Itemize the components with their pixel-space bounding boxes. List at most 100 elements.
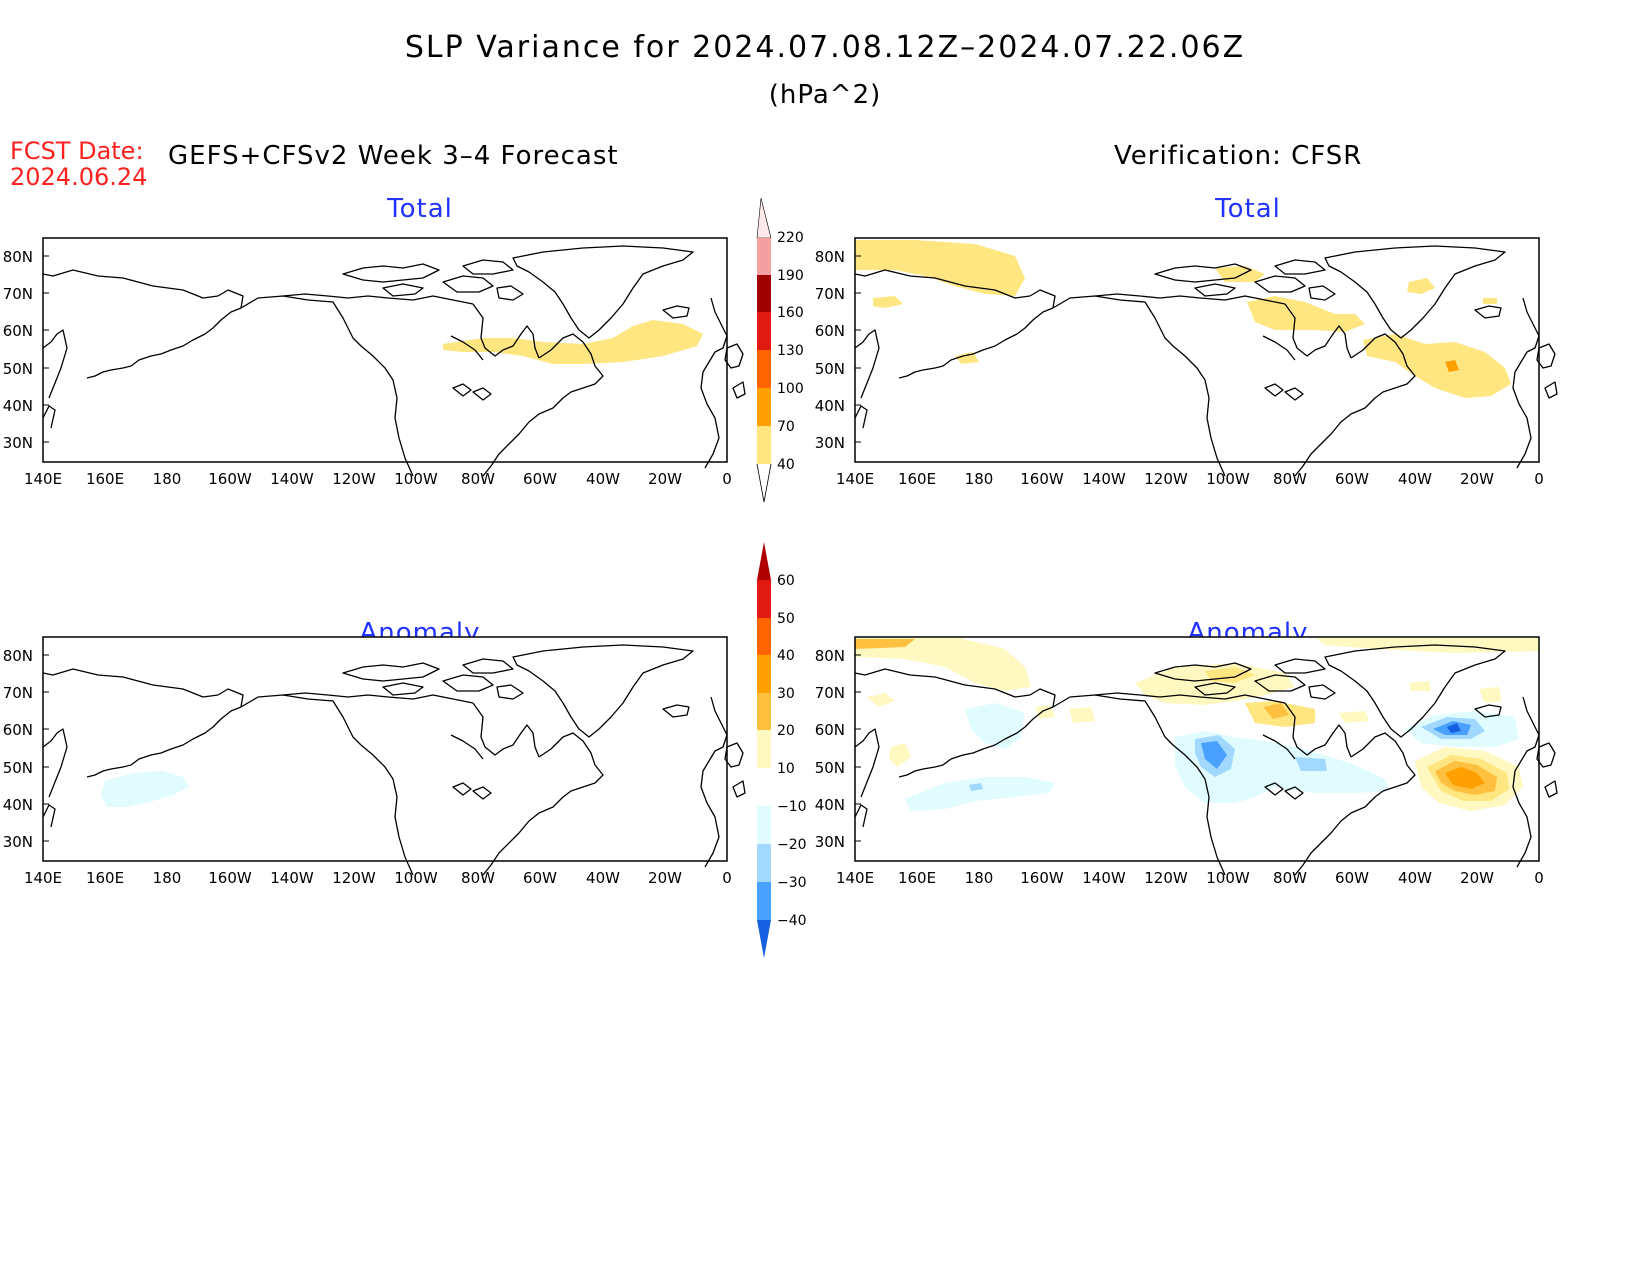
colorbar-cell: [757, 312, 771, 350]
lon-label: 140W: [270, 470, 314, 488]
lon-label: 160E: [86, 869, 124, 887]
fcst-date-block: FCST Date: 2024.06.24: [10, 138, 147, 190]
lat-label: 30N: [815, 434, 845, 452]
colorbar-bottom-triangle: [756, 463, 772, 503]
variance-shading-40-70: [443, 320, 703, 364]
lat-axis-forecast-total: 80N 70N 60N 50N 40N 30N: [3, 248, 33, 452]
lat-label: 40N: [3, 796, 33, 814]
lon-label: 120W: [1144, 869, 1188, 887]
lon-label: 40W: [1398, 869, 1432, 887]
variance-shading-40-70: [873, 296, 903, 308]
colorbar-cell: [757, 275, 771, 312]
lat-axis-verification-total: 80N 70N 60N 50N 40N 30N: [815, 248, 845, 452]
lon-label: 160W: [1020, 470, 1064, 488]
map-frame: [42, 237, 728, 463]
colorbar-label: 10: [777, 761, 795, 777]
lon-label: 160E: [86, 470, 124, 488]
anomaly-shading-positive: [1069, 707, 1095, 723]
lon-label: 100W: [394, 869, 438, 887]
lon-axis-verification-anomaly: 140E 160E 180 160W 140W 120W 100W 80W 60…: [836, 869, 1544, 887]
lon-label: 140E: [836, 869, 874, 887]
lat-label: 70N: [815, 285, 845, 303]
colorbar-cell: [757, 618, 771, 655]
lon-label: 80W: [461, 470, 495, 488]
map-forecast-total: [42, 237, 746, 477]
lon-label: 100W: [1206, 470, 1250, 488]
lat-label: 80N: [3, 248, 33, 266]
colorbar-cell: [757, 806, 771, 844]
total-colorbar: 220 190 160 130 100 70 40: [756, 197, 804, 503]
lon-label: 60W: [1335, 470, 1369, 488]
anomaly-shading-positive: [1135, 663, 1295, 705]
colorbar-label: −20: [777, 837, 807, 853]
lon-label: 40W: [586, 869, 620, 887]
lon-label: 120W: [332, 869, 376, 887]
panel-title-forecast-total: Total: [387, 194, 453, 224]
main-units: (hPa^2): [768, 80, 882, 110]
lat-label: 80N: [3, 647, 33, 665]
anomaly-shading-positive: [1479, 687, 1501, 703]
colorbar-label: 100: [777, 381, 804, 397]
colorbar-label: −30: [777, 875, 807, 891]
colorbar-cell: [757, 426, 771, 464]
lon-label: 120W: [1144, 470, 1188, 488]
variance-shading-40-70: [1247, 296, 1365, 332]
lat-label: 70N: [815, 684, 845, 702]
anomaly-shading-negative: [905, 777, 1055, 811]
lat-label: 80N: [815, 647, 845, 665]
lat-label: 40N: [815, 796, 845, 814]
lon-label: 160W: [208, 869, 252, 887]
map-frame: [854, 636, 1540, 862]
lon-label: 140W: [270, 869, 314, 887]
colorbar-cell: [757, 388, 771, 426]
anomaly-shading-negative: [1447, 723, 1461, 733]
lon-label: 80W: [1273, 869, 1307, 887]
lat-label: 60N: [3, 322, 33, 340]
lat-label: 50N: [815, 360, 845, 378]
anomaly-shading-negative: [965, 703, 1025, 749]
anomaly-shading-positive: [1263, 703, 1289, 719]
lon-axis-verification-total: 140E 160E 180 160W 140W 120W 100W 80W 60…: [836, 470, 1544, 488]
lon-label: 140W: [1082, 470, 1126, 488]
lon-label: 140E: [24, 470, 62, 488]
colorbar-label: −40: [777, 913, 807, 929]
lon-label: 160E: [898, 470, 936, 488]
anomaly-shading-positive: [1409, 681, 1431, 691]
lon-axis-forecast-anomaly: 140E 160E 180 160W 140W 120W 100W 80W 60…: [24, 869, 732, 887]
colorbar-label: 40: [777, 457, 795, 473]
anomaly-shading-positive: [1339, 711, 1369, 723]
anomaly-shading-negative: [101, 771, 189, 807]
colorbar-label: 20: [777, 723, 795, 739]
forecast-header: GEFS+CFSv2 Week 3–4 Forecast: [168, 141, 619, 171]
colorbar-cell: [757, 844, 771, 882]
anomaly-shading-positive: [1445, 767, 1485, 789]
lat-label: 30N: [3, 434, 33, 452]
variance-shading-40-70: [1483, 298, 1497, 304]
lon-label: 160W: [1020, 869, 1064, 887]
lon-label: 0: [722, 869, 732, 887]
lon-label: 80W: [1273, 470, 1307, 488]
colorbar-label: 190: [777, 268, 804, 284]
lon-label: 20W: [648, 470, 682, 488]
lat-label: 60N: [3, 721, 33, 739]
lon-label: 140E: [24, 869, 62, 887]
colorbar-label: 220: [777, 230, 804, 246]
map-background: [43, 637, 727, 861]
colorbar-cell: [757, 730, 771, 768]
total-colorbar-labels: 220 190 160 130 100 70 40: [777, 230, 804, 473]
anomaly-shading-positive: [855, 639, 915, 649]
colorbar-label: 60: [777, 573, 795, 589]
colorbar-label: 70: [777, 419, 795, 435]
colorbar-top-triangle: [757, 542, 771, 580]
panel-title-verification-total: Total: [1215, 194, 1281, 224]
lat-axis-verification-anomaly: 80N 70N 60N 50N 40N 30N: [815, 647, 845, 851]
lon-label: 60W: [523, 470, 557, 488]
colorbar-cell: [757, 350, 771, 388]
variance-shading-40-70: [955, 352, 979, 364]
lon-label: 20W: [1460, 470, 1494, 488]
lat-label: 60N: [815, 721, 845, 739]
lat-label: 70N: [3, 285, 33, 303]
lon-label: 180: [965, 470, 994, 488]
anomaly-colorbar: 60 50 40 30 20 10 −10 −20 −30 −40: [757, 542, 807, 958]
